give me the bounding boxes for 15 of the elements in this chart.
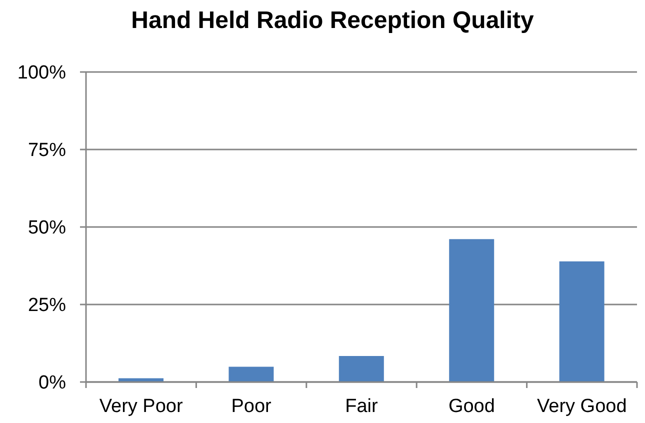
bar [449,239,494,382]
bar [559,261,604,382]
x-tick-label: Very Poor [99,396,184,417]
x-tick-label: Poor [231,396,272,417]
bar [338,356,384,382]
x-tick-label: Fair [345,396,379,417]
y-tick-label: 100% [17,62,66,84]
y-tick-label: 0% [38,372,66,394]
bar [228,366,274,382]
x-tick-label: Good [448,396,495,417]
y-tick-label: 50% [28,218,66,239]
y-tick-label: 25% [28,295,66,316]
x-tick-label: Very Good [537,396,627,417]
chart-title: Hand Held Radio Reception Quality [130,6,535,36]
y-tick-label: 75% [28,140,66,162]
